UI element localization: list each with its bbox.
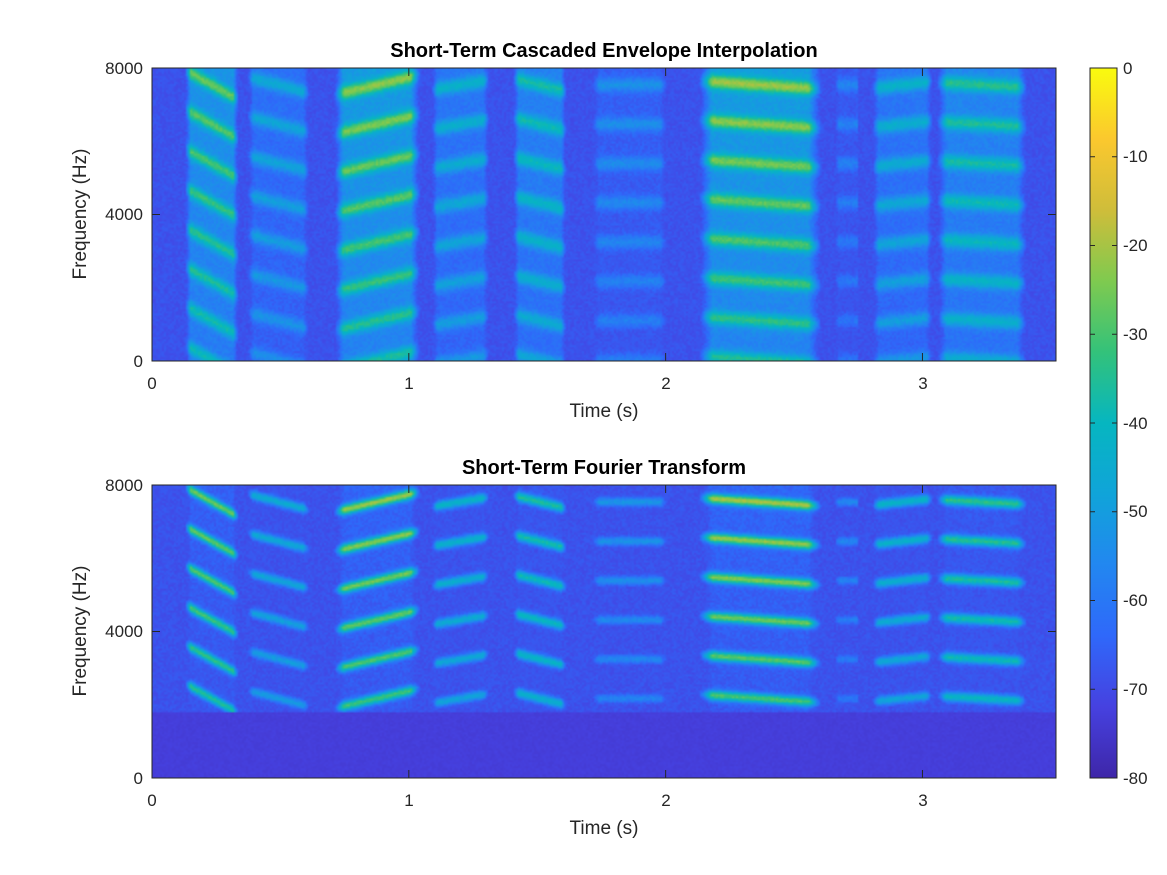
x-axis-label: Time (s) xyxy=(570,818,639,839)
colorbar-tick-label: -30 xyxy=(1123,325,1148,344)
colorbar: 0 -10 -20 -30 -40 -50 -60 -70 -80 xyxy=(1089,59,1148,788)
y-tick-label: 0 xyxy=(134,769,143,788)
y-tick-label: 8000 xyxy=(105,59,143,78)
spectrogram-heatmap xyxy=(152,485,1056,778)
spectrogram-heatmap xyxy=(152,68,1056,361)
panel-top: Short-Term Cascaded Envelope Interpolati… xyxy=(70,40,1057,422)
x-tick-label: 0 xyxy=(147,791,156,810)
x-tick-label: 2 xyxy=(661,791,670,810)
x-tick-label: 0 xyxy=(147,374,156,393)
y-tick-label: 8000 xyxy=(105,476,143,495)
colorbar-tick-label: -20 xyxy=(1123,236,1148,255)
panel-bottom: Short-Term Fourier Transform 8000 4000 0… xyxy=(70,457,1057,839)
tick-marks xyxy=(151,67,1056,362)
y-tick-label: 4000 xyxy=(105,205,143,224)
colorbar-tick-label: -70 xyxy=(1123,680,1148,699)
chart-title: Short-Term Fourier Transform xyxy=(462,457,746,479)
y-tick-label: 4000 xyxy=(105,622,143,641)
colorbar-tick-label: -40 xyxy=(1123,414,1148,433)
colorbar-tick-marks xyxy=(1090,67,1117,779)
colorbar-tick-label: -60 xyxy=(1123,591,1148,610)
x-axis-label: Time (s) xyxy=(570,401,639,422)
chart-title: Short-Term Cascaded Envelope Interpolati… xyxy=(390,40,817,62)
y-tick-label: 0 xyxy=(134,352,143,371)
x-tick-label: 3 xyxy=(918,374,927,393)
colorbar-tick-label: -50 xyxy=(1123,502,1148,521)
y-axis-label: Frequency (Hz) xyxy=(70,149,91,280)
colorbar-tick-label: 0 xyxy=(1123,59,1132,78)
x-tick-label: 1 xyxy=(404,791,413,810)
x-tick-label: 2 xyxy=(661,374,670,393)
y-axis-label: Frequency (Hz) xyxy=(70,566,91,697)
colorbar-tick-label: -10 xyxy=(1123,147,1148,166)
x-tick-label: 3 xyxy=(918,791,927,810)
x-tick-label: 1 xyxy=(404,374,413,393)
colorbar-tick-label: -80 xyxy=(1123,769,1148,788)
tick-marks xyxy=(151,484,1056,779)
